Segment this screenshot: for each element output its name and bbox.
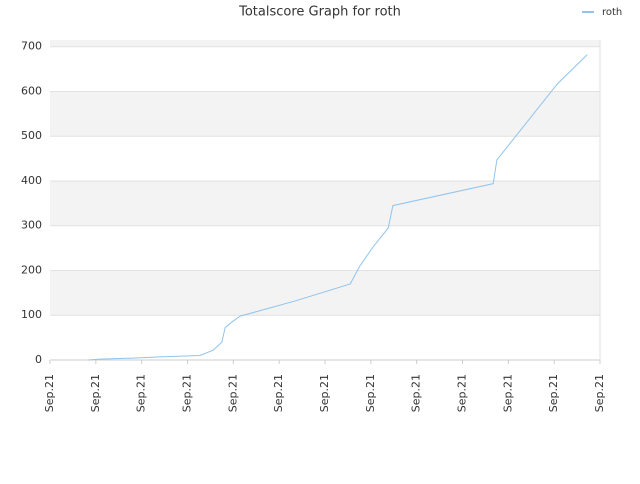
y-tick-label: 500 <box>21 129 42 142</box>
x-tick-label: Sep.21 <box>364 374 377 412</box>
x-tick-label: Sep.21 <box>501 374 514 412</box>
y-tick-label: 400 <box>21 174 42 187</box>
line <box>88 54 588 361</box>
y-tick-label: 100 <box>21 308 42 321</box>
grid-band <box>50 91 600 137</box>
y-tick-label: 200 <box>21 263 42 276</box>
x-tick-label: Sep.21 <box>456 374 469 412</box>
y-tick-label: 300 <box>21 219 42 232</box>
x-tick-label: Sep.21 <box>43 374 56 412</box>
grid-band <box>50 180 600 226</box>
y-tick-label: 600 <box>21 84 42 97</box>
x-tick-label: Sep.21 <box>593 374 606 412</box>
x-tick-label: Sep.21 <box>410 374 423 412</box>
legend-label: roth <box>602 7 622 18</box>
y-tick-label: 700 <box>21 40 42 53</box>
x-tick-label: Sep.21 <box>547 374 560 412</box>
x-tick-label: Sep.21 <box>181 374 194 412</box>
x-tick-label: Sep.21 <box>272 374 285 412</box>
x-tick-label: Sep.21 <box>318 374 331 412</box>
x-tick-label: Sep.21 <box>135 374 148 412</box>
y-tick-label: 0 <box>35 353 42 366</box>
x-tick-label: Sep.21 <box>89 374 102 412</box>
grid-band <box>50 270 600 316</box>
grid-band <box>50 40 600 47</box>
chart-title: Totalscore Graph for roth <box>238 5 401 20</box>
x-tick-label: Sep.21 <box>226 374 239 412</box>
